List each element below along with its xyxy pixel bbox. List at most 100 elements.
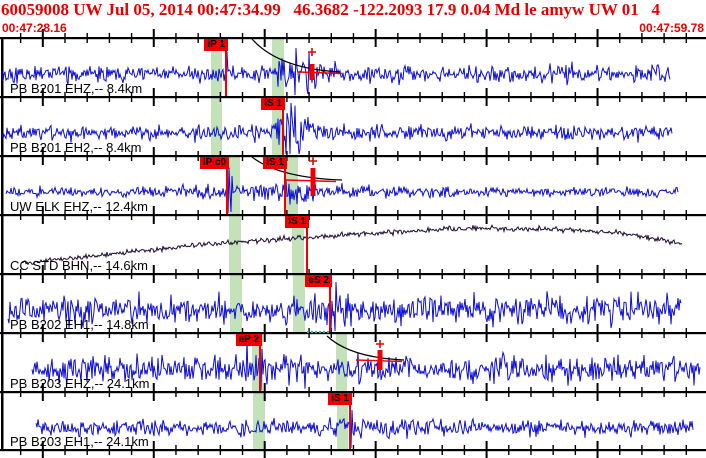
pick-flag[interactable]: iS 1 [261, 98, 285, 110]
station-channel-label[interactable]: PB B203 EH1,-- 24.1km [10, 434, 149, 449]
minor-tick [419, 210, 421, 214]
minor-tick [352, 334, 355, 338]
major-tick [596, 324, 599, 332]
major-tick [152, 324, 155, 332]
major-tick [374, 451, 377, 458]
minor-tick [685, 269, 687, 273]
minor-tick [419, 92, 421, 96]
major-tick [485, 334, 488, 342]
minor-tick [641, 210, 643, 214]
minor-tick [685, 216, 687, 220]
phase-pick-line[interactable] [284, 157, 286, 214]
station-channel-label[interactable]: PB B202 EH1,-- 14.8km [10, 317, 149, 332]
station-channel-label[interactable]: PB B201 EHZ,-- 8.4km [10, 81, 143, 96]
minor-tick [530, 33, 532, 37]
minor-tick [663, 445, 665, 449]
minor-tick [508, 393, 510, 397]
minor-tick [108, 387, 111, 391]
station-channel-label[interactable]: PB B203 EHZ,-- 24.1km [10, 376, 150, 391]
minor-tick [241, 451, 244, 455]
minor-tick [463, 445, 466, 449]
major-tick [263, 29, 266, 37]
major-tick [152, 216, 155, 224]
phase-pick-line[interactable] [306, 216, 308, 273]
minor-tick [197, 98, 199, 102]
minor-tick [308, 269, 310, 273]
trace-waveform[interactable] [1, 102, 673, 155]
minor-tick [530, 393, 532, 397]
phase-pick-line[interactable] [349, 393, 351, 449]
phase-pick-line[interactable] [259, 334, 261, 391]
minor-tick [508, 445, 510, 449]
minor-tick [330, 451, 332, 455]
trace-waveform[interactable] [31, 338, 701, 391]
predicted-arrival-band [252, 333, 263, 392]
minor-tick [241, 275, 244, 279]
minor-tick [308, 451, 310, 455]
minor-tick [663, 451, 665, 455]
station-channel-label[interactable]: CC STD BHN,-- 14.6km [10, 258, 148, 273]
pick-flag[interactable]: eP 2 [235, 334, 262, 346]
phase-pick-line[interactable] [282, 98, 284, 155]
minor-tick [64, 393, 66, 397]
pick-flag[interactable]: iS 1 [285, 216, 309, 228]
minor-tick [419, 445, 421, 449]
major-tick [41, 88, 44, 96]
phase-pick-line[interactable] [226, 157, 228, 214]
major-tick [596, 451, 599, 458]
minor-tick [685, 393, 687, 397]
minor-tick [86, 33, 88, 37]
minor-tick [286, 33, 288, 37]
amplitude-range-bar[interactable] [309, 64, 315, 80]
major-tick [374, 147, 377, 155]
minor-tick [197, 451, 199, 455]
pick-flag[interactable]: eS 2 [305, 275, 332, 287]
minor-tick [663, 92, 665, 96]
major-tick [41, 39, 44, 47]
station-channel-label[interactable]: PB B201 EH2,-- 8.4km [10, 140, 142, 155]
trace-divider-line [0, 273, 706, 276]
minor-tick [663, 216, 665, 220]
minor-tick [685, 39, 687, 43]
minor-tick [308, 157, 310, 161]
minor-tick [219, 387, 222, 391]
major-tick [485, 441, 488, 449]
major-tick [41, 441, 44, 449]
minor-tick [286, 451, 288, 455]
phase-pick-line[interactable] [225, 39, 227, 96]
minor-tick [286, 269, 288, 273]
minor-tick [663, 210, 665, 214]
minor-tick [308, 39, 310, 43]
minor-tick [64, 98, 66, 102]
pick-flag[interactable]: iS 1 [263, 157, 287, 169]
minor-tick [663, 33, 665, 37]
major-tick [152, 98, 155, 106]
trace-waveform[interactable] [7, 281, 682, 332]
major-tick [596, 98, 599, 106]
major-tick [263, 334, 266, 342]
minor-tick [308, 387, 310, 391]
amplitude-plus-icon [308, 48, 316, 56]
minor-tick [463, 451, 466, 455]
major-tick [374, 98, 377, 106]
minor-tick [130, 151, 133, 155]
minor-tick [663, 39, 665, 43]
station-channel-label[interactable]: UW ELK EHZ,-- 12.4km [10, 199, 148, 214]
pick-flag[interactable]: iS 1 [328, 393, 352, 405]
trace-waveform[interactable] [1, 47, 671, 96]
major-tick [263, 383, 266, 391]
minor-tick [19, 39, 22, 43]
minor-tick [530, 275, 532, 279]
amplitude-range-bar[interactable] [310, 168, 316, 196]
trace-waveform[interactable] [5, 167, 679, 214]
pick-flag[interactable]: iP 1 [204, 39, 228, 51]
amplitude-range-bar[interactable] [377, 350, 383, 370]
minor-tick [86, 328, 88, 332]
major-tick [263, 265, 266, 273]
trace-waveform[interactable] [35, 409, 694, 449]
minor-tick [308, 151, 310, 155]
phase-pick-line[interactable] [329, 275, 331, 332]
pick-flag[interactable]: iP c0 [199, 157, 229, 169]
trace-waveform[interactable] [21, 224, 683, 266]
